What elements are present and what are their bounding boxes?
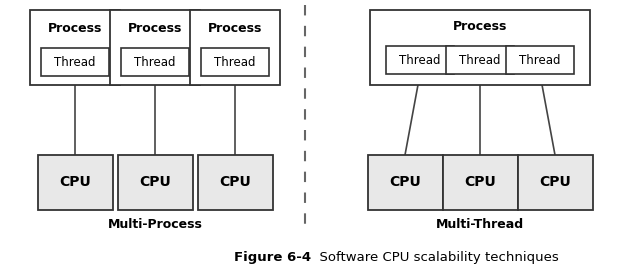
Text: Figure 6-4: Figure 6-4 [234,251,311,264]
Text: Software CPU scalability techniques: Software CPU scalability techniques [311,251,559,264]
FancyBboxPatch shape [370,10,590,85]
FancyBboxPatch shape [446,46,514,74]
Text: Multi-Thread: Multi-Thread [436,219,524,232]
Text: Multi-Process: Multi-Process [107,219,202,232]
Text: CPU: CPU [59,176,91,190]
Text: Thread: Thread [134,55,176,68]
Text: CPU: CPU [464,176,496,190]
FancyBboxPatch shape [41,48,109,76]
Text: Process: Process [48,22,102,34]
FancyBboxPatch shape [386,46,454,74]
FancyBboxPatch shape [443,155,517,210]
Text: CPU: CPU [139,176,171,190]
FancyBboxPatch shape [121,48,189,76]
FancyBboxPatch shape [110,10,200,85]
Text: Thread: Thread [399,54,441,67]
FancyBboxPatch shape [506,46,574,74]
Text: Thread: Thread [519,54,561,67]
Text: Process: Process [208,22,262,34]
Text: Thread: Thread [54,55,96,68]
Text: CPU: CPU [389,176,421,190]
Text: Thread: Thread [460,54,501,67]
FancyBboxPatch shape [197,155,273,210]
Text: CPU: CPU [219,176,251,190]
Text: CPU: CPU [539,176,571,190]
FancyBboxPatch shape [117,155,193,210]
FancyBboxPatch shape [517,155,592,210]
FancyBboxPatch shape [190,10,280,85]
Text: Thread: Thread [214,55,256,68]
Text: Process: Process [453,20,507,33]
FancyBboxPatch shape [37,155,112,210]
FancyBboxPatch shape [201,48,269,76]
Text: Process: Process [128,22,182,34]
FancyBboxPatch shape [368,155,443,210]
FancyBboxPatch shape [30,10,120,85]
